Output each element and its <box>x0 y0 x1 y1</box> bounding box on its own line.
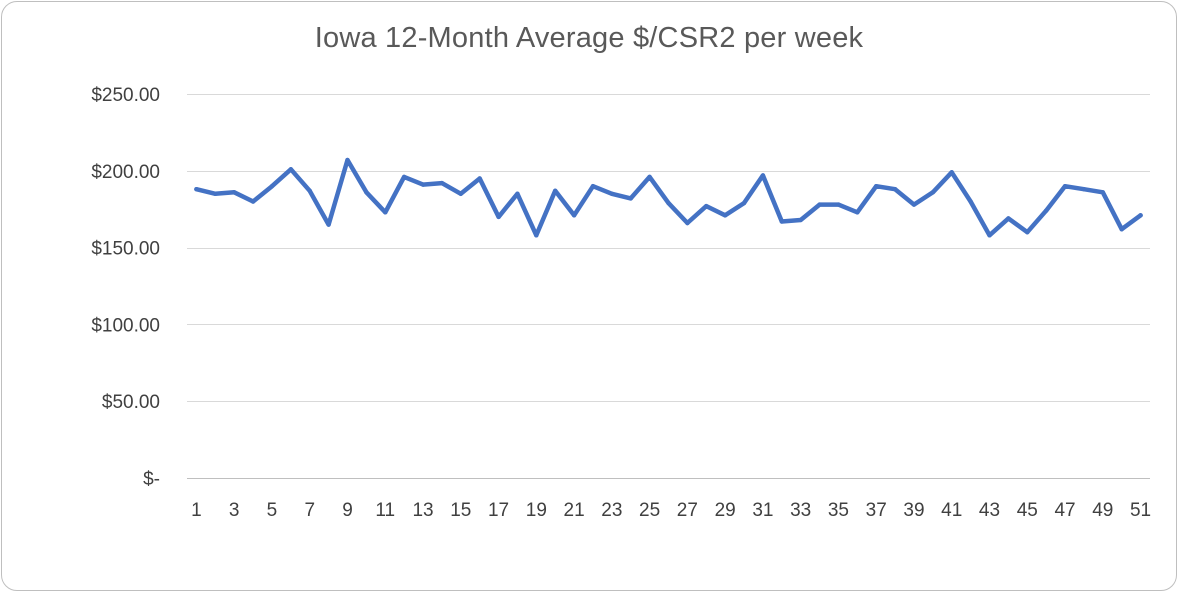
chart-title: Iowa 12-Month Average $/CSR2 per week <box>314 22 864 54</box>
x-tick-label: 19 <box>526 500 547 521</box>
data-point <box>798 217 803 223</box>
x-tick-label: 23 <box>601 500 622 521</box>
gridlines <box>187 94 1150 479</box>
data-point <box>647 174 652 180</box>
data-point <box>685 220 690 226</box>
x-tick-label: 37 <box>866 500 887 521</box>
data-point <box>817 202 822 207</box>
x-tick-label: 35 <box>828 500 849 521</box>
x-tick-label: 33 <box>790 500 811 521</box>
data-point <box>855 210 860 215</box>
x-tick-label: 3 <box>229 500 240 521</box>
y-axis-tick-labels: $- $50.00 $100.00 $150.00 $200.00 $250.00 <box>91 85 160 490</box>
data-point <box>1119 226 1124 232</box>
x-tick-label: 13 <box>412 500 433 521</box>
data-point <box>1081 187 1087 192</box>
data-point <box>307 188 312 193</box>
data-point <box>760 173 766 178</box>
data-point <box>836 202 841 207</box>
data-point <box>1138 213 1143 218</box>
data-point <box>383 210 388 215</box>
x-tick-label: 1 <box>191 500 202 521</box>
x-tick-label: 43 <box>979 500 1000 521</box>
data-point <box>420 182 426 187</box>
y-tick-label: $- <box>143 469 160 490</box>
data-point <box>741 200 747 206</box>
data-point <box>288 167 294 172</box>
data-point <box>553 188 558 193</box>
data-point <box>628 196 633 201</box>
data-point <box>1100 190 1105 195</box>
data-point <box>609 191 615 197</box>
data-point <box>250 199 256 204</box>
x-tick-label: 21 <box>564 500 585 521</box>
y-tick-label: $200.00 <box>91 162 160 183</box>
x-tick-label: 51 <box>1130 500 1151 521</box>
data-point <box>515 191 520 197</box>
data-point <box>345 157 350 163</box>
data-point <box>458 191 463 197</box>
y-tick-label: $150.00 <box>91 239 160 260</box>
x-tick-label: 45 <box>1017 500 1038 521</box>
data-point <box>590 183 596 189</box>
data-point <box>911 202 917 207</box>
data-point <box>1043 208 1049 213</box>
x-tick-label: 49 <box>1092 500 1113 521</box>
x-tick-label: 31 <box>752 500 773 521</box>
data-point <box>968 199 973 204</box>
data-point <box>1006 216 1011 221</box>
data-point <box>704 203 709 209</box>
series-group <box>194 157 1143 238</box>
y-tick-label: $250.00 <box>91 85 160 106</box>
data-point <box>779 219 784 224</box>
x-tick-label: 11 <box>375 500 395 521</box>
data-point <box>534 233 539 238</box>
data-point <box>930 190 936 195</box>
data-point <box>1025 230 1030 235</box>
data-point <box>496 214 501 220</box>
x-tick-label: 9 <box>342 500 353 521</box>
data-point <box>874 183 879 189</box>
data-point <box>269 183 275 189</box>
x-tick-label: 25 <box>639 500 660 521</box>
data-point <box>232 190 237 195</box>
x-axis-tick-labels: 1 3 5 7 9 11 13 15 17 19 21 23 25 27 29 31 33 35 37 39 41 43 4… <box>191 500 1151 521</box>
data-point <box>477 176 482 181</box>
data-point <box>722 213 728 218</box>
data-point <box>892 187 898 192</box>
data-point <box>194 187 199 192</box>
x-tick-label: 5 <box>267 500 278 521</box>
data-point <box>213 191 218 197</box>
x-tick-label: 47 <box>1054 500 1075 521</box>
x-tick-label: 29 <box>715 500 736 521</box>
x-tick-label: 17 <box>488 500 509 521</box>
x-tick-label: 7 <box>304 500 315 521</box>
data-point <box>949 170 954 175</box>
data-point <box>666 200 671 206</box>
data-point <box>326 222 331 227</box>
data-point <box>987 233 992 238</box>
data-point <box>401 174 407 180</box>
x-tick-label: 27 <box>677 500 698 521</box>
x-tick-label: 39 <box>903 500 924 521</box>
data-point <box>1062 183 1068 189</box>
x-tick-label: 41 <box>941 500 962 521</box>
data-point <box>571 213 577 218</box>
data-point <box>439 180 445 186</box>
y-tick-label: $50.00 <box>102 392 160 413</box>
data-point <box>364 190 369 195</box>
y-tick-label: $100.00 <box>91 315 160 336</box>
x-tick-label: 15 <box>450 500 471 521</box>
